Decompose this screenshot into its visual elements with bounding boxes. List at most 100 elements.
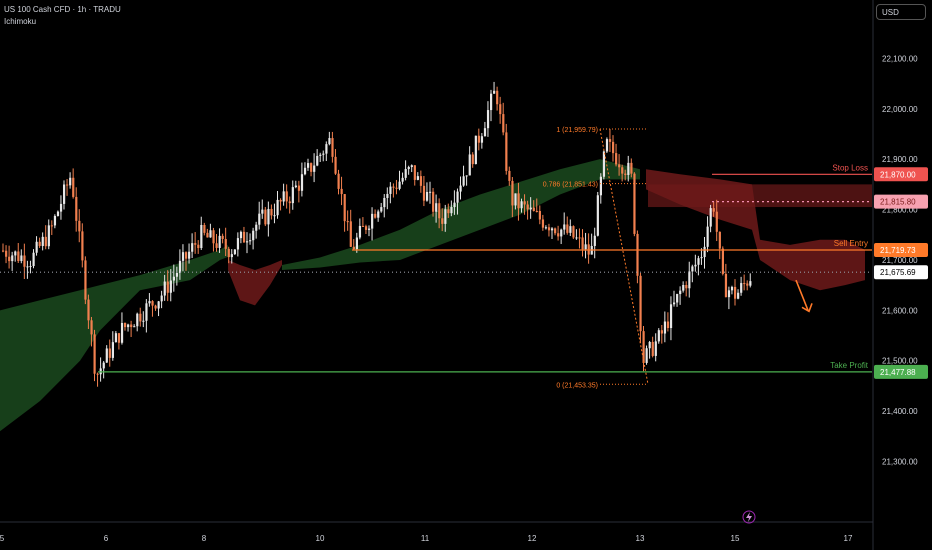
candle-body [297, 185, 301, 191]
candle-body [477, 135, 480, 143]
price-badge [874, 243, 928, 258]
candle-body [267, 208, 270, 225]
y-tick-label: 21,600.00 [882, 306, 918, 315]
candle-body [627, 162, 630, 175]
candle-body [331, 138, 334, 157]
candle-body [337, 173, 340, 189]
candle-body [706, 226, 709, 247]
fib-label-0: 0 (21,453.35) [556, 382, 598, 389]
x-tick-label: 10 [316, 534, 325, 543]
candle-body [178, 260, 182, 273]
candle-body [120, 323, 124, 343]
candle-body [483, 128, 487, 137]
candle-body [380, 207, 383, 212]
candle-body [605, 139, 609, 152]
candle-body [538, 210, 541, 220]
candle-body [432, 191, 435, 212]
candle-body [645, 348, 648, 363]
candle-body [401, 177, 404, 182]
candle-body [669, 304, 673, 329]
candle-body [145, 303, 148, 321]
candle-body [746, 283, 749, 286]
candle-body [740, 283, 743, 293]
candle-body [392, 186, 395, 188]
price-badge-label: 21,675.69 [880, 268, 916, 277]
candle-body [325, 144, 328, 154]
candle-body [169, 280, 172, 293]
candle-body [462, 176, 465, 186]
candle-body [734, 286, 737, 299]
candle-body [682, 285, 685, 291]
candle-body [502, 114, 505, 133]
candle-body [389, 186, 392, 194]
price-badge [874, 364, 928, 379]
candle-body [474, 135, 477, 165]
candle-body [78, 220, 81, 232]
lightning-bolt-icon [746, 512, 752, 522]
candle-body [117, 333, 121, 343]
candle-body [715, 211, 718, 232]
candle-body [444, 209, 447, 224]
take-profit-label: Take Profit [830, 361, 869, 370]
candle-body [72, 177, 75, 197]
candle-body [261, 209, 264, 214]
candle-body [90, 320, 93, 335]
candle-body [639, 275, 642, 332]
candle-body [459, 185, 462, 192]
candle-body [544, 227, 548, 229]
candle-body [5, 250, 8, 257]
candle-body [636, 233, 639, 276]
candle-body [575, 237, 578, 239]
candle-body [212, 230, 215, 244]
candle-body [291, 187, 294, 204]
candle-body [188, 251, 191, 259]
candle-body [493, 90, 496, 94]
candle-body [75, 196, 78, 221]
candle-body [148, 301, 151, 304]
candle-body [69, 177, 72, 186]
candle-body [429, 191, 432, 193]
sell-entry-label: Sell Entry [834, 239, 868, 248]
candle-body [81, 231, 84, 261]
candle-body [203, 225, 206, 233]
candle-body [340, 188, 343, 195]
candle-body [566, 224, 569, 233]
y-tick-label: 21,700.00 [882, 256, 918, 265]
candle-body [285, 191, 288, 202]
candle-body [319, 154, 322, 156]
candle-body [749, 281, 752, 286]
candle-body [218, 235, 221, 248]
fib-label-1: 1 (21,959.79) [556, 127, 598, 134]
candle-body [154, 305, 157, 309]
candle-body [596, 195, 599, 236]
price-badge [874, 194, 928, 209]
candle-body [300, 174, 304, 191]
candle-body [685, 285, 688, 289]
candle-body [206, 232, 209, 238]
candle-body [114, 333, 118, 343]
candle-body [727, 290, 731, 298]
candle-body [368, 228, 371, 230]
candle-body [41, 236, 44, 247]
y-tick-label: 21,300.00 [882, 458, 918, 467]
candle-body [398, 181, 401, 189]
candle-body [712, 208, 715, 212]
candle-body [157, 301, 160, 309]
candle-body [191, 243, 194, 252]
candle-body [8, 256, 11, 262]
currency-selector[interactable]: USD [876, 4, 926, 20]
candle-body [249, 240, 252, 242]
symbol-title: US 100 Cash CFD · 1h · TRADU [4, 5, 121, 14]
candle-body [660, 330, 663, 334]
candle-body [38, 241, 41, 247]
candle-body [526, 204, 529, 210]
candle-body [56, 211, 60, 216]
candle-body [328, 138, 331, 145]
candle-body [499, 104, 502, 115]
x-tick-label: 8 [202, 534, 207, 543]
candle-body [624, 173, 627, 175]
candle-body [700, 257, 703, 259]
candle-body [233, 249, 236, 255]
